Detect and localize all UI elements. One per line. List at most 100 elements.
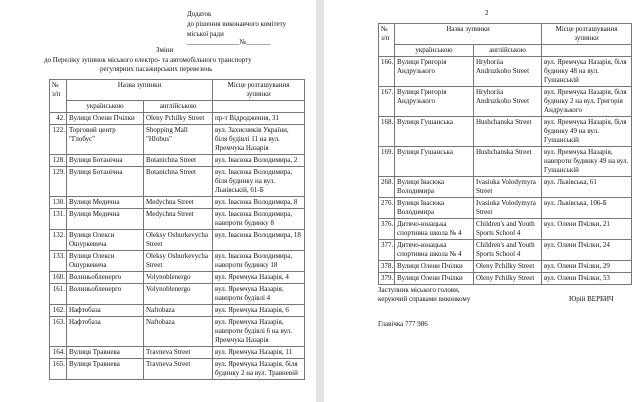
stop-name-ukr: Дитячо-юнацька спортивна школа № 4 [394, 239, 474, 261]
stop-number: 160. [49, 271, 67, 284]
signatory-title: Заступник міського голови, [378, 286, 460, 294]
stop-location: вул. Яремчука Назарія, біля будинку 49 н… [541, 116, 632, 147]
stop-name-ukr: Вулиця Ботанічна [66, 154, 144, 167]
stop-name-eng: Medychna Street [142, 196, 214, 209]
stop-name-ukr: Вулиця Олекси Ошуркевича [66, 250, 144, 272]
stop-name-eng: Hryhoriia Andruzkoho Street [472, 56, 543, 87]
stop-name-eng: Ivasiuka Volodymyra Street [472, 176, 543, 198]
stop-location: вул. Захисників України, біля будівлі 11… [212, 124, 305, 155]
appendix-decision: до рішення виконавчого комітету [187, 20, 287, 28]
stop-name-ukr: Торговий центр "Глобус" [66, 124, 144, 155]
stop-location: вул. Олени Пчілки, 24 [541, 239, 632, 261]
stop-number: 377. [378, 239, 395, 261]
table-row: 268. Вулиця Івасюка Володимира Ivasiuka Vo… [378, 176, 632, 198]
stop-name-ukr: Волиньобленерго [66, 283, 144, 305]
table-row: 378. Вулиця Олени Пчілки Oleny Pchilky Str… [378, 260, 632, 273]
stop-number: 376. [378, 218, 395, 240]
appendix-number-line: _______________№_______ [187, 38, 271, 46]
document-page-2: 2 № з/п Назва зупинки Місце розташування… [324, 0, 640, 402]
stop-number: 165. [49, 358, 67, 380]
table-row: 169. Вулиця Гушанська Hushchanska Street ву… [378, 146, 632, 177]
stop-location: вул. Івасюка Володимира, біля будинку на… [212, 166, 305, 197]
table-row: 133. Вулиця Олекси Ошуркевича Oleksy Oshur… [49, 250, 305, 272]
page-number: 2 [485, 9, 489, 17]
stop-name-eng: Botanichna Street [142, 166, 214, 197]
table-row: 379. Вулиця Олени Пчілки Oleny Pchilky Str… [378, 272, 632, 285]
stop-location: вул. Яремчука Назарія, біля будинку 2 на… [541, 86, 632, 117]
col-number-header: № з/п [49, 79, 67, 113]
signatory-role: керуючий справами виконкому [378, 295, 471, 303]
col-name-header: Назва зупинки [65, 79, 214, 101]
stop-name-eng: Oleksy Oshurkevycha Street [142, 250, 214, 272]
table-row: 160. Волиньобленерго Volynoblenergo вул. Яр… [49, 271, 305, 284]
stop-number: 162. [49, 304, 67, 317]
stop-name-ukr: Вулиця Олекси Ошуркевича [66, 229, 144, 251]
stop-number: 166. [378, 56, 395, 87]
stop-number: 167. [378, 86, 395, 117]
stop-name-ukr: Вулиця Григорія Андрузького [394, 86, 474, 117]
stop-name-eng: Ivasiuka Volodymyra Street [472, 197, 543, 219]
stop-name-ukr: Вулиця Григорія Андрузького [394, 56, 474, 87]
stop-number: 161. [49, 283, 67, 305]
table-row: 130. Вулиця Медична Medychna Street вул. Ів… [49, 196, 305, 209]
stop-name-ukr: Вулиця Ботанічна [66, 166, 144, 197]
stop-location: вул. Яремчука Назарія, навпроти будинку … [541, 146, 632, 177]
stop-name-ukr: Волиньобленерго [66, 271, 144, 284]
table-row: 162. Нафтобаза Naftobaza вул. Яремчука Наза… [49, 304, 305, 317]
table-row: 377. Дитячо-юнацька спортивна школа № 4 Ch… [378, 239, 632, 261]
stop-location: вул. Яремчука Назарія, 6 [212, 304, 305, 317]
stop-name-eng: Medychna Street [142, 208, 214, 230]
stop-location: вул. Олени Пчілки, 29 [541, 260, 632, 273]
stop-name-eng: Oleny Pchilky Street [472, 272, 543, 285]
stop-location: вул. Олени Пчілки, 21 [541, 218, 632, 240]
stop-name-eng: Volynoblenergo [142, 283, 214, 305]
stop-number: 168. [378, 116, 395, 147]
col-name-header: Назва зупинки [393, 23, 543, 45]
stop-name-ukr: Вулиця Олени Пчілки [394, 260, 474, 273]
stop-location: вул. Івасюка Володимира, 8 [212, 196, 305, 209]
table-row: 164. Вулиця Травнева Travneva Street вул. Я… [49, 346, 305, 359]
stop-name-eng: Volynoblenergo [142, 271, 214, 284]
stop-name-eng: Oleksy Oshurkevycha Street [142, 229, 214, 251]
stop-number: 42. [49, 112, 67, 125]
table-row: 376. Дитячо-юнацька спортивна школа № 4 Ch… [378, 218, 632, 240]
col-ukr-header: українською [394, 44, 474, 57]
stop-name-ukr: Вулиця Гушанська [394, 146, 474, 177]
table-row: 166. Вулиця Григорія Андрузького Hryhoriia… [378, 56, 632, 87]
stop-name-ukr: Вулиця Гушанська [394, 116, 474, 147]
stop-location: вул. Яремчука Назарія, навпроти будівлі … [212, 283, 305, 305]
stop-number: 164. [49, 346, 67, 359]
col-eng-header: англійською [472, 44, 543, 57]
stop-location: вул. Яремчука Назарія, біля будинку 2 на… [212, 358, 305, 380]
col-location-header: Місце розташування зупинки [541, 23, 632, 45]
signatory-name: Юрій ВЕРБИЧ [569, 295, 614, 303]
stop-name-eng: Naftobaza [142, 316, 214, 347]
stop-name-ukr: Нафтобаза [66, 304, 144, 317]
table-row: 131. Вулиця Медична Medychna Street вул. Ів… [49, 208, 305, 230]
stop-location: вул. Івасюка Володимира, навпроти будинк… [212, 250, 305, 272]
stop-name-eng: Hushchanska Street [472, 116, 543, 147]
stop-name-ukr: Нафтобаза [66, 316, 144, 347]
stop-location: вул. Львівська, 106-Б [541, 197, 632, 219]
stops-table: № з/п Назва зупинки Місце розташування з… [378, 23, 632, 285]
table-row: 128. Вулиця Ботанічна Botanichna Street вул… [49, 154, 305, 167]
stop-name-ukr: Вулиця Медична [66, 208, 144, 230]
stop-name-eng: Naftobaza [142, 304, 214, 317]
table-row: 168. Вулиця Гушанська Hushchanska Street ву… [378, 116, 632, 147]
stop-name-ukr: Вулиця Івасюка Володимира [394, 197, 474, 219]
stop-number: 129. [49, 166, 67, 197]
document-subtitle: до Переліку зупинок міського електро- та… [44, 56, 252, 64]
table-row: 122. Торговий центр "Глобус" Shopping Mall… [49, 124, 305, 155]
stop-name-ukr: Вулиця Медична [66, 196, 144, 209]
table-row: 161. Волиньобленерго Volynoblenergo вул. Яр… [49, 283, 305, 305]
appendix-council: міської ради [187, 30, 224, 38]
stop-name-eng: Oleny Pchilky Street [472, 260, 543, 273]
stop-location: вул. Львівська, 61 [541, 176, 632, 198]
stop-location: вул. Яремчука Назарія, навпроти будівлі … [212, 316, 305, 347]
stop-name-eng: Shopping Mall "Hlobus" [142, 124, 214, 155]
stop-name-eng: Oleny Pchilky Street [142, 112, 214, 125]
table-row: 276. Вулиця Івасюка Володимира Ivasiuka Vo… [378, 197, 632, 219]
stop-name-eng: Botanichna Street [142, 154, 214, 167]
stop-number: 163. [49, 316, 67, 347]
stop-location: вул. Івасюка Володимира, 18 [212, 229, 305, 251]
